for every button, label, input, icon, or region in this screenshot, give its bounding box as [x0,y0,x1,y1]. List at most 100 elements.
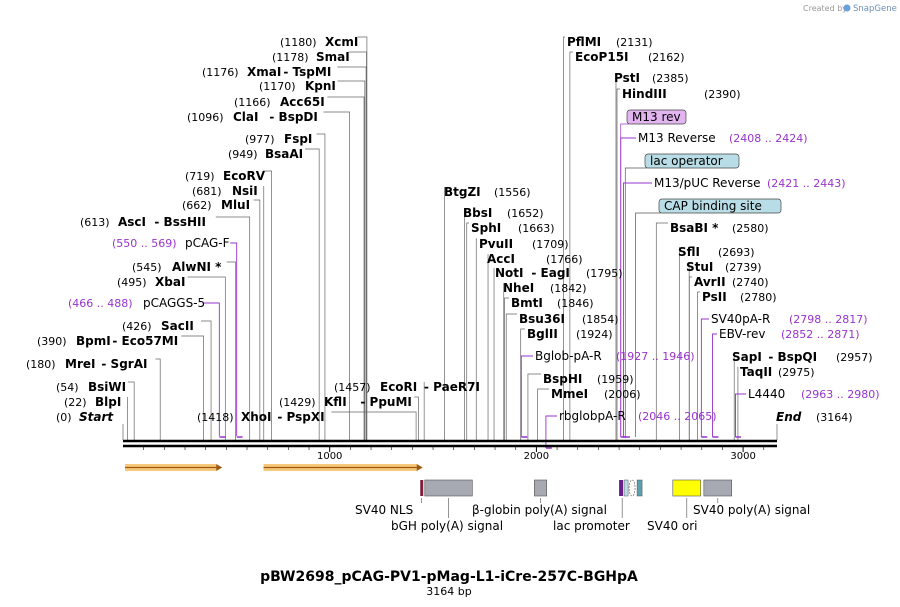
primer-site[interactable]: (466 .. 488) pCAGGS-5 [68,296,205,310]
enzyme-leader-line [697,291,700,440]
enzyme-site[interactable]: (977) FspI [245,132,312,146]
enzyme-site[interactable]: (719) EcoRV [185,169,266,183]
primer-leader-line [735,393,746,437]
enzyme-site[interactable]: (1178) SmaI [272,50,350,64]
enzyme-site[interactable]: BtgZI (1556) [444,185,531,199]
enzyme-site[interactable]: SflI (2693) [678,245,755,259]
enzyme-site[interactable]: End (3164) [776,410,853,424]
primer-site[interactable]: Bglob-pA-R (1927 .. 1946) [535,349,695,363]
feature[interactable]: bGH poly(A) signal [391,479,503,533]
feature[interactable]: SV40 ori [647,479,702,533]
feature-label-box[interactable]: lac operator [644,153,740,169]
primer-site[interactable]: SV40pA-R (2798 .. 2817) [711,312,868,326]
feature[interactable]: SV40 NLS [355,480,424,517]
primer-site[interactable]: EBV-rev (2852 .. 2871) [719,327,860,341]
enzyme-site[interactable]: (545) AlwNI * [132,260,222,274]
enzyme-leader-line [155,358,161,440]
enzyme-site[interactable]: SphI (1663) [471,221,555,235]
enzyme-site[interactable]: BglII (1924) [527,327,613,341]
enzyme-site[interactable]: BmtI (1846) [511,296,594,310]
enzyme-site[interactable]: PflMI (2131) [567,35,653,49]
backbone [123,439,777,448]
primer-site[interactable]: M13 Reverse (2408 .. 2424) [638,131,808,145]
primer-site[interactable]: (550 .. 569) pCAG-F [112,236,230,250]
feature-box [672,479,702,497]
enzyme-name: NheI [503,281,534,295]
enzyme-site[interactable]: EcoP15I (2162) [575,50,685,64]
enzyme-name: AscI [118,215,146,229]
enzyme-position: (1418) [197,411,234,424]
enzyme-site[interactable]: Bsu36I (1854) [519,312,619,326]
primer-site[interactable]: rbglobpA-R (2046 .. 2065) [559,409,717,423]
enzyme-position: (977) [245,133,275,146]
enzyme-site[interactable]: (1166) Acc65I [234,95,325,109]
enzyme-isoschizomer: - PspXI [277,410,324,424]
enzyme-position: (1176) [202,66,239,79]
enzyme-name: AvrII [694,275,726,289]
enzyme-position: (390) [37,335,67,348]
enzyme-site[interactable]: (681) NsiI [192,184,258,198]
enzyme-name: PflMI [567,35,601,49]
feature-name: SV40 ori [647,519,698,533]
feature[interactable]: SV40 poly(A) signal [693,479,810,517]
primer-site[interactable]: L4440 (2963 .. 2980) [748,387,880,401]
enzyme-site[interactable]: (1170) KpnI [259,79,336,93]
feature[interactable]: β-globin poly(A) signal [472,479,607,517]
enzyme-leader-line [466,222,469,440]
enzyme-site[interactable]: MmeI (2006) [551,387,641,401]
enzyme-site[interactable]: NotI - EagI (1795) [495,266,623,280]
enzyme-site[interactable]: PvuII (1709) [479,237,569,251]
enzyme-site[interactable]: NheI (1842) [503,281,587,295]
enzyme-site[interactable]: PsII (2780) [702,290,777,304]
enzyme-isoschizomer: - BssHII [154,215,206,229]
enzyme-site[interactable]: HindIII (2390) [622,87,741,101]
primer-site[interactable]: M13 rev [626,109,687,125]
enzyme-site[interactable]: (390) BpmI - Eco57MI [37,334,178,348]
enzyme-site[interactable]: (1457) EcoRI - PaeR7I [334,380,480,394]
enzyme-site[interactable]: (22) BlpI [64,395,121,409]
enzyme-site[interactable]: (1429) KflI - PpuMI [279,395,412,409]
enzyme-site[interactable]: (1418) XhoI - PspXI [197,410,325,424]
enzyme-position: (662) [182,199,212,212]
enzyme-site[interactable]: SapI - BspQI (2957) [732,350,873,364]
enzyme-position: (613) [80,216,110,229]
enzyme-site[interactable]: (1180) XcmI [280,35,358,49]
primer-site[interactable]: M13/pUC Reverse (2421 .. 2443) [654,176,846,190]
feature-box [636,479,643,497]
enzyme-site[interactable]: (54) BsiWI [56,380,126,394]
enzyme-leader-line [414,396,419,440]
enzyme-site[interactable]: AvrII (2740) [694,275,769,289]
enzyme-site[interactable]: (613) AscI - BssHII [80,215,206,229]
enzyme-site[interactable]: (949) BsaAI [228,147,303,161]
enzyme-site[interactable]: BspHI (1959) [543,372,634,386]
enzyme-site[interactable]: (180) MreI - SgrAI [26,357,147,371]
feature[interactable]: lac promoter [553,479,643,533]
enzyme-isoschizomer: - Eco57MI [112,334,178,348]
enzyme-position: (2390) [704,88,741,101]
enzyme-site[interactable]: (1176) XmaI - TspMI [202,65,331,79]
enzyme-site[interactable]: (495) XbaI [117,275,185,289]
enzyme-site[interactable]: (426) SacII [122,319,194,333]
map-title: pBW2698_pCAG-PV1-pMag-L1-iCre-257C-BGHpA [260,569,638,585]
enzyme-site[interactable]: TaqII (2975) [740,365,815,379]
enzyme-position: (1795) [586,267,623,280]
enzyme-site[interactable]: BsaBI * (2580) [670,221,769,235]
enzyme-name: BsaBI * [670,221,719,235]
enzyme-site[interactable]: BbsI (1652) [463,206,544,220]
enzyme-site[interactable]: (662) MluI [182,198,250,212]
enzyme-position: (2739) [725,261,762,274]
primer-range: (2421 .. 2443) [767,177,846,190]
enzyme-site[interactable]: StuI (2739) [686,260,762,274]
feature-label-box[interactable]: CAP binding site [658,198,782,214]
axis-ticks: 1000 2000 3000 [143,446,765,462]
enzyme-site[interactable]: PstI (2385) [614,71,689,85]
enzyme-name: MluI [221,198,250,212]
enzyme-site[interactable]: (0) Start [56,410,114,424]
enzyme-site[interactable]: AccI (1766) [487,252,583,266]
enzyme-site[interactable]: (1096) ClaI - BspDI [187,110,318,124]
enzyme-leader-line [263,170,272,440]
enzyme-name: BtgZI [444,185,481,199]
enzyme-leader-line [331,411,417,440]
enzyme-name: SapI [732,350,762,364]
